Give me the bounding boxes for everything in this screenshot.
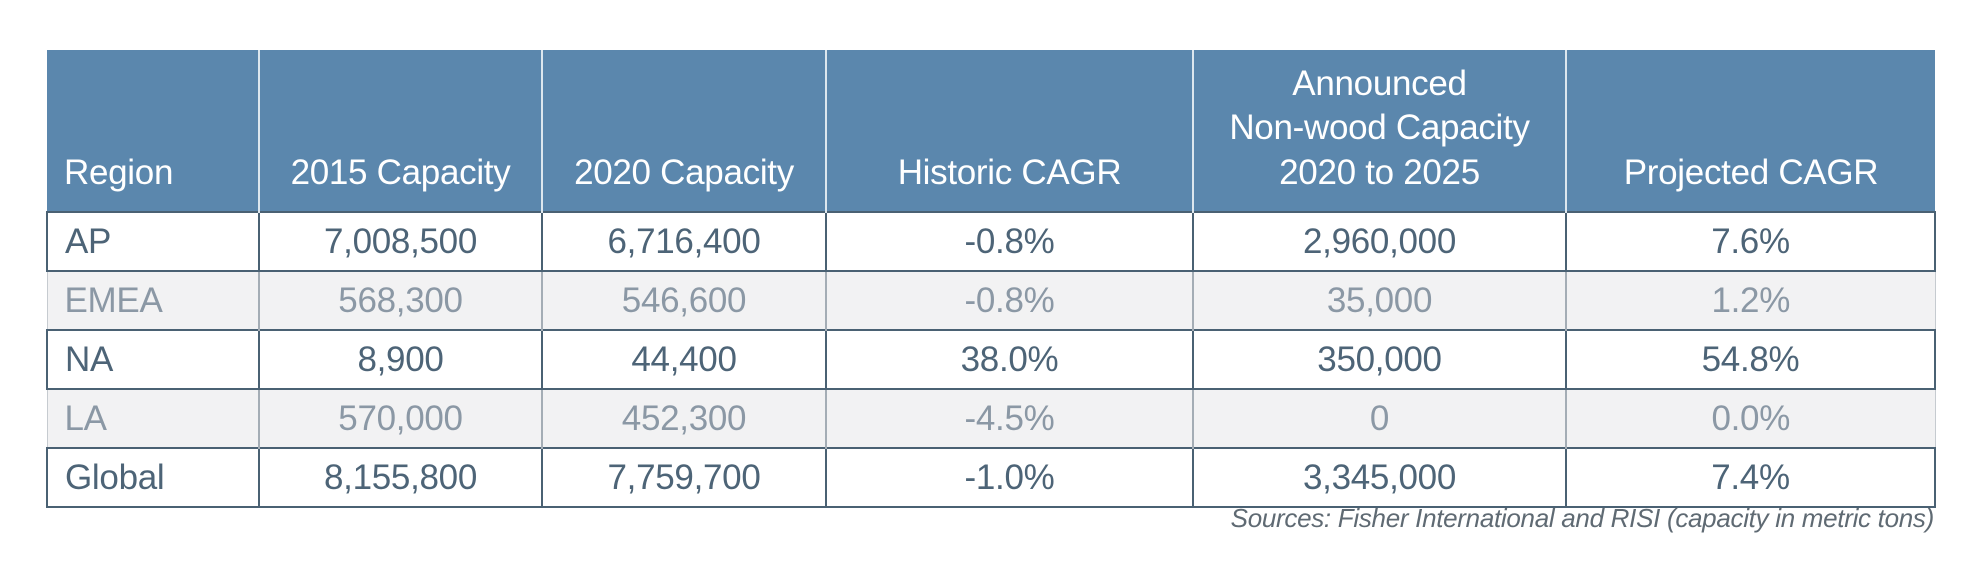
- cell-global-announced-capacity: 3,345,000: [1192, 447, 1567, 508]
- cell-emea-2020-capacity: 546,600: [541, 270, 827, 331]
- cell-na-region: NA: [46, 329, 260, 390]
- column-header-historic-cagr: Historic CAGR: [826, 50, 1194, 212]
- cell-emea-historic-cagr: -0.8%: [825, 270, 1194, 331]
- cell-emea-projected-cagr: 1.2%: [1565, 270, 1936, 331]
- cell-na-announced-capacity: 350,000: [1192, 329, 1567, 390]
- cell-la-announced-capacity: 0: [1192, 388, 1567, 449]
- table-row-la: LA 570,000 452,300 -4.5% 0 0.0%: [46, 388, 1936, 449]
- table-row-ap: AP 7,008,500 6,716,400 -0.8% 2,960,000 7…: [46, 211, 1936, 272]
- column-header-announced-nonwood-capacity: Announced Non-wood Capacity 2020 to 2025: [1193, 50, 1567, 212]
- column-header-projected-cagr: Projected CAGR: [1566, 50, 1935, 212]
- cell-emea-region: EMEA: [46, 270, 260, 331]
- source-note: Sources: Fisher International and RISI (…: [1230, 503, 1935, 533]
- cell-global-historic-cagr: -1.0%: [825, 447, 1194, 508]
- cell-la-region: LA: [46, 388, 260, 449]
- column-header-2020-capacity: 2020 Capacity: [542, 50, 827, 212]
- cell-emea-announced-capacity: 35,000: [1192, 270, 1567, 331]
- cell-ap-2020-capacity: 6,716,400: [541, 211, 827, 272]
- column-header-region-label: Region: [64, 153, 174, 193]
- cell-global-region: Global: [46, 447, 260, 508]
- cell-ap-region: AP: [46, 211, 260, 272]
- cell-global-2015-capacity: 8,155,800: [258, 447, 543, 508]
- column-header-2020-capacity-label: 2020 Capacity: [574, 153, 794, 193]
- cell-ap-2015-capacity: 7,008,500: [258, 211, 543, 272]
- cell-ap-announced-capacity: 2,960,000: [1192, 211, 1567, 272]
- cell-ap-projected-cagr: 7.6%: [1565, 211, 1936, 272]
- column-header-2015-capacity: 2015 Capacity: [259, 50, 543, 212]
- column-header-projected-cagr-label: Projected CAGR: [1623, 153, 1879, 193]
- cell-emea-2015-capacity: 568,300: [258, 270, 543, 331]
- cell-la-projected-cagr: 0.0%: [1565, 388, 1936, 449]
- column-header-2015-capacity-label: 2015 Capacity: [290, 153, 511, 193]
- column-header-historic-cagr-label: Historic CAGR: [897, 153, 1122, 193]
- cell-na-2020-capacity: 44,400: [541, 329, 827, 390]
- table-row-global: Global 8,155,800 7,759,700 -1.0% 3,345,0…: [46, 447, 1936, 508]
- cell-ap-historic-cagr: -0.8%: [825, 211, 1194, 272]
- column-header-region: Region: [47, 50, 260, 212]
- cell-global-2020-capacity: 7,759,700: [541, 447, 827, 508]
- cell-global-projected-cagr: 7.4%: [1565, 447, 1936, 508]
- column-header-announced-nonwood-capacity-label: Announced Non-wood Capacity 2020 to 2025: [1229, 63, 1530, 193]
- cell-la-2020-capacity: 452,300: [541, 388, 827, 449]
- cell-na-projected-cagr: 54.8%: [1565, 329, 1936, 390]
- capacity-table: Region 2015 Capacity 2020 Capacity Histo…: [46, 50, 1936, 508]
- cell-la-historic-cagr: -4.5%: [825, 388, 1194, 449]
- cell-na-historic-cagr: 38.0%: [825, 329, 1194, 390]
- table-header-row: Region 2015 Capacity 2020 Capacity Histo…: [47, 50, 1935, 212]
- capacity-table-container: Region 2015 Capacity 2020 Capacity Histo…: [46, 50, 1936, 508]
- cell-na-2015-capacity: 8,900: [258, 329, 543, 390]
- table-row-emea: EMEA 568,300 546,600 -0.8% 35,000 1.2%: [46, 270, 1936, 331]
- table-row-na: NA 8,900 44,400 38.0% 350,000 54.8%: [46, 329, 1936, 390]
- cell-la-2015-capacity: 570,000: [258, 388, 543, 449]
